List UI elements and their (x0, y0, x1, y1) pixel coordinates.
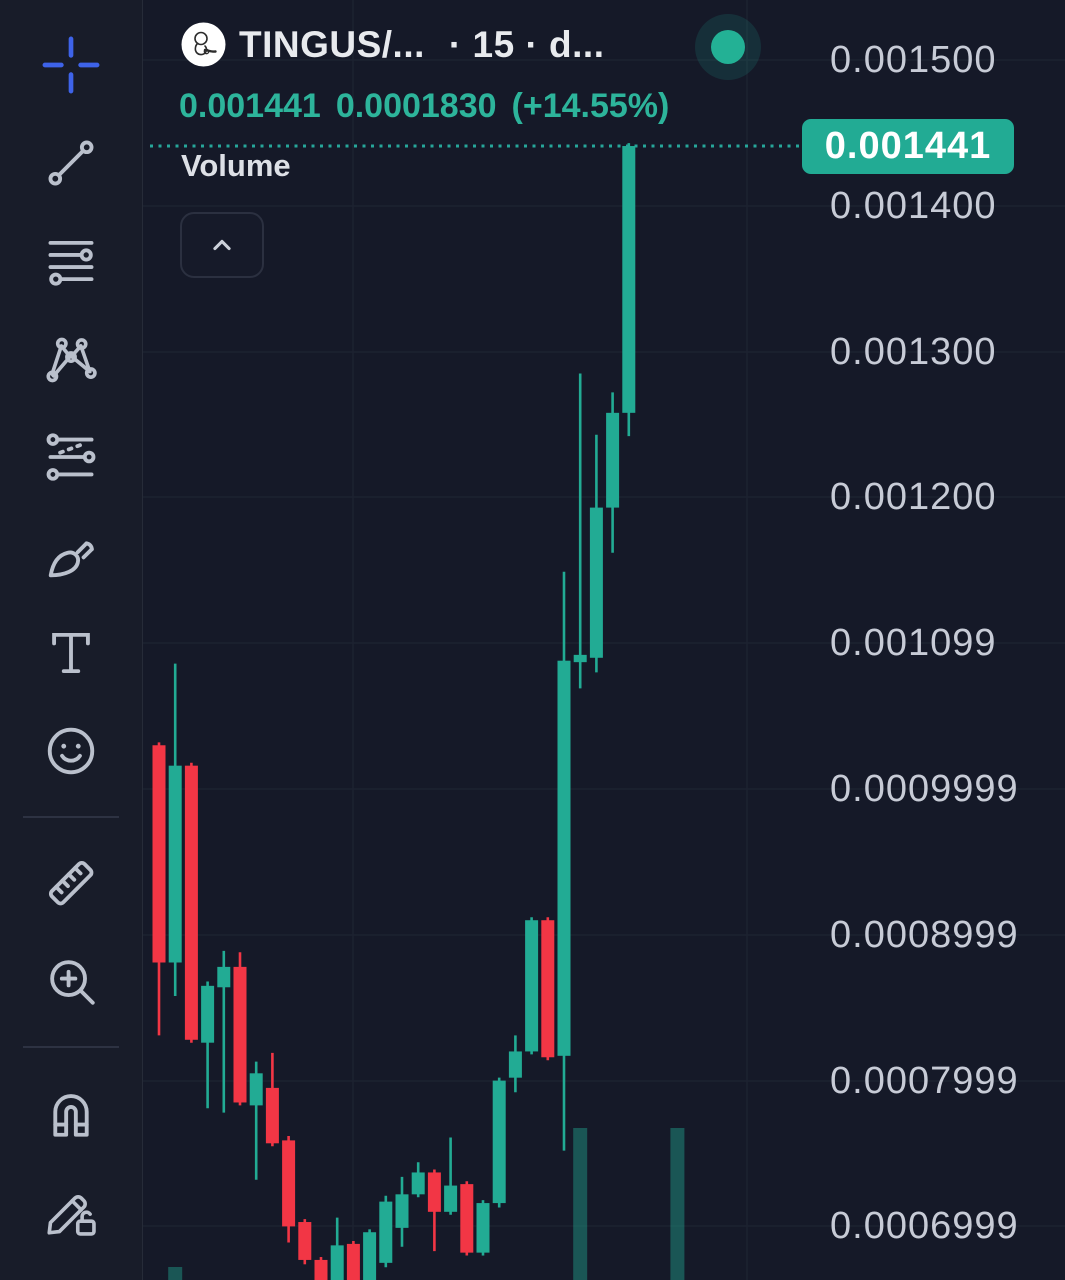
trend-line-icon (48, 140, 94, 185)
interval-label[interactable]: · 15 · d... (448, 23, 605, 65)
price-axis-label: 0.0006999 (830, 1205, 1019, 1247)
xabcd-pattern-tool-button[interactable] (32, 320, 110, 397)
text-icon (52, 632, 90, 673)
price-axis-label: 0.0008999 (830, 914, 1019, 956)
live-status-dot-icon (711, 30, 745, 64)
price-axis-label: 0.001099 (830, 622, 997, 664)
crosshair-tool-button[interactable] (32, 26, 110, 103)
symbol-name[interactable]: TINGUS/... (239, 23, 425, 65)
pane-collapse-button[interactable] (180, 212, 264, 278)
symbol-header[interactable]: TINGUS/... · 15 · d... (181, 22, 604, 67)
volume-indicator-label: Volume (181, 148, 291, 183)
live-status-button[interactable] (695, 14, 761, 80)
magnet-icon (53, 1093, 89, 1137)
pencil-lock-icon (47, 1194, 96, 1236)
current-price-badge: 0.001441 (802, 118, 1014, 174)
magnet-tool-button[interactable] (32, 1074, 110, 1151)
current-price-value: 0.001441 (824, 124, 992, 167)
trend-line-tool-button[interactable] (32, 124, 110, 201)
price-axis-label: 0.0007999 (830, 1060, 1019, 1102)
draw-lock-tool-button[interactable] (32, 1172, 110, 1249)
horizontal-lines-icon (48, 240, 94, 286)
toolbar-divider (23, 1046, 119, 1048)
change-absolute-value: 0.0001830 (335, 87, 497, 125)
emoji-icon (47, 727, 95, 774)
xabcd-pattern-icon (46, 337, 97, 382)
change-percent-value: (+14.55%) (511, 87, 670, 125)
ruler-icon (48, 860, 94, 905)
toolbar-divider (23, 816, 119, 818)
last-price-value: 0.001441 (179, 87, 321, 125)
price-axis-label: 0.0009999 (830, 768, 1019, 810)
crosshair-icon (42, 36, 100, 93)
zoom-in-tool-button[interactable] (32, 942, 110, 1019)
brush-tool-button[interactable] (32, 516, 110, 593)
price-axis[interactable]: 0.001500 0.001400 0.001300 0.001200 0.001099… (830, 0, 1065, 1280)
emoji-tool-button[interactable] (32, 712, 110, 789)
chevron-up-icon (213, 239, 231, 251)
fib-retracement-icon (46, 432, 96, 481)
price-axis-label: 0.001500 (830, 39, 997, 81)
zoom-in-icon (50, 959, 95, 1005)
measure-ruler-tool-button[interactable] (32, 844, 110, 921)
fib-retracement-tool-button[interactable] (32, 418, 110, 495)
drawing-toolbar (0, 0, 143, 1280)
price-readout: 0.001441 0.0001830 (+14.55%) (179, 87, 669, 126)
price-axis-label: 0.001200 (830, 476, 997, 518)
brush-icon (48, 540, 94, 577)
text-tool-button[interactable] (32, 614, 110, 691)
price-axis-label: 0.001400 (830, 185, 997, 227)
price-axis-label: 0.001300 (830, 331, 997, 373)
token-logo (181, 22, 226, 67)
horizontal-lines-tool-button[interactable] (32, 222, 110, 299)
